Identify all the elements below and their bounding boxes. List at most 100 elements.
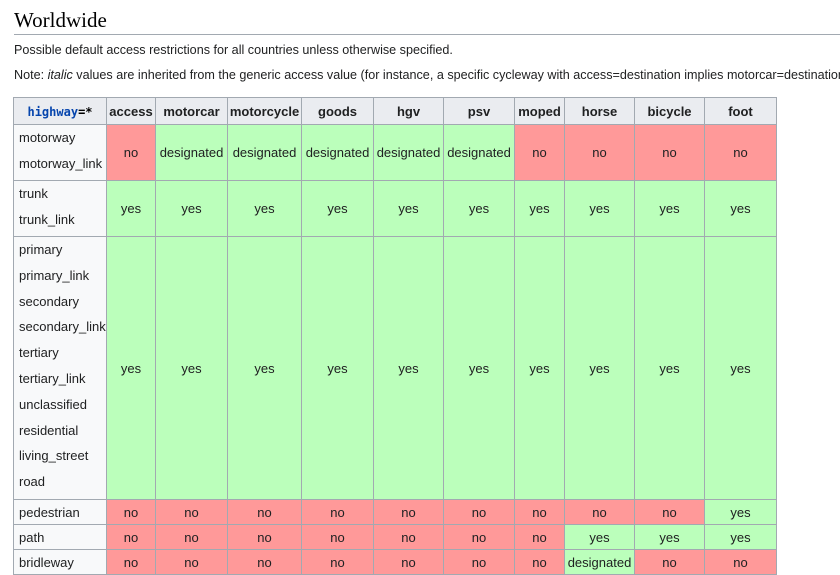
note-italic-word: italic	[47, 68, 73, 82]
cell-horse: no	[564, 499, 635, 525]
highway-value-trunk_link: trunk_link	[19, 211, 75, 227]
cell-access: yes	[106, 236, 156, 500]
cell-psv: yes	[443, 180, 515, 237]
highway-value-primary: primary	[19, 242, 63, 257]
highway-value-path: path	[19, 529, 45, 545]
note-prefix: Note:	[14, 68, 48, 82]
highway-value-tertiary: tertiary	[19, 345, 59, 361]
cell-foot: yes	[704, 499, 777, 525]
cell-motorcycle: designated	[227, 124, 302, 181]
column-header-hgv: hgv	[373, 97, 444, 125]
table-row: trunk trunk_link yes yes yes yes yes yes yes yes y…	[13, 180, 777, 237]
cell-access: yes	[106, 180, 156, 237]
cell-moped: no	[514, 499, 565, 525]
column-header-motorcar: motorcar	[155, 97, 228, 125]
cell-motorcar: no	[155, 499, 228, 525]
cell-horse: designated	[564, 549, 635, 575]
highway-value-secondary: secondary	[19, 293, 79, 309]
highway-value-road: road	[19, 474, 46, 490]
cell-goods: yes	[301, 180, 374, 237]
table-row: primary primary_link secondary secondary_li…	[13, 236, 777, 500]
cell-bicycle: no	[634, 549, 705, 575]
row-header-highways: path	[13, 524, 107, 550]
highway-value-motorway_link: motorway_link	[19, 155, 103, 171]
cell-horse: yes	[564, 180, 635, 237]
cell-goods: no	[301, 499, 374, 525]
row-header-highways: primary primary_link secondary secondary_li…	[13, 236, 107, 500]
cell-bicycle: no	[634, 124, 705, 181]
highway-value-trunk: trunk	[19, 186, 48, 201]
cell-psv: yes	[443, 236, 515, 500]
cell-hgv: designated	[373, 124, 444, 181]
note-body: values are inherited from the generic ac…	[72, 68, 840, 82]
cell-bicycle: yes	[634, 236, 705, 500]
column-header-psv: psv	[443, 97, 515, 125]
highway-value-motorway: motorway	[19, 130, 76, 145]
highway-value-secondary_link: secondary_link	[19, 319, 106, 335]
cell-hgv: no	[373, 499, 444, 525]
cell-horse: yes	[564, 524, 635, 550]
cell-access: no	[106, 524, 156, 550]
cell-moped: yes	[514, 236, 565, 500]
cell-hgv: no	[373, 549, 444, 575]
highway-value-tertiary_link: tertiary_link	[19, 370, 86, 386]
cell-goods: yes	[301, 236, 374, 500]
cell-bicycle: yes	[634, 524, 705, 550]
highway-value-living_street: living_street	[19, 448, 89, 464]
cell-goods: no	[301, 524, 374, 550]
intro-text: Possible default access restrictions for…	[14, 43, 453, 57]
column-header-goods: goods	[301, 97, 374, 125]
row-header-highways: trunk trunk_link	[13, 180, 107, 237]
cell-motorcar: yes	[155, 180, 228, 237]
column-header-horse: horse	[564, 97, 635, 125]
row-header-highways: bridleway	[13, 549, 107, 575]
cell-moped: no	[514, 124, 565, 181]
cell-motorcar: no	[155, 549, 228, 575]
cell-foot: yes	[704, 524, 777, 550]
cell-psv: no	[443, 549, 515, 575]
highway-value-unclassified: unclassified	[19, 396, 87, 412]
column-header-motorcycle: motorcycle	[227, 97, 302, 125]
cell-motorcycle: no	[227, 549, 302, 575]
row-header-highways: pedestrian	[13, 499, 107, 525]
cell-foot: no	[704, 549, 777, 575]
cell-moped: no	[514, 524, 565, 550]
cell-foot: yes	[704, 236, 777, 500]
highway-value-primary_link: primary_link	[19, 267, 90, 283]
cell-horse: yes	[564, 236, 635, 500]
cell-motorcar: designated	[155, 124, 228, 181]
heading-divider	[14, 34, 840, 35]
cell-motorcycle: yes	[227, 236, 302, 500]
highway-value-pedestrian: pedestrian	[19, 504, 80, 520]
cell-moped: no	[514, 549, 565, 575]
cell-foot: yes	[704, 180, 777, 237]
cell-motorcycle: yes	[227, 180, 302, 237]
table-row: pedestrian no no no no no no no no no yes	[13, 499, 777, 525]
highway-value-bridleway: bridleway	[19, 554, 74, 570]
cell-hgv: yes	[373, 236, 444, 500]
cell-moped: yes	[514, 180, 565, 237]
column-header-moped: moped	[514, 97, 565, 125]
column-header-foot: foot	[704, 97, 777, 125]
cell-psv: designated	[443, 124, 515, 181]
cell-psv: no	[443, 499, 515, 525]
note-text: Note: italic values are inherited from t…	[14, 66, 840, 84]
row-header-highways: motorway motorway_link	[13, 124, 107, 181]
cell-goods: no	[301, 549, 374, 575]
table-row: bridleway no no no no no no no designated no no	[13, 549, 777, 575]
highway-key-code[interactable]: highway=*	[27, 104, 93, 119]
cell-motorcycle: no	[227, 524, 302, 550]
cell-access: no	[106, 499, 156, 525]
cell-access: no	[106, 124, 156, 181]
highway-value-residential: residential	[19, 422, 79, 438]
section-heading: Worldwide	[14, 8, 107, 32]
cell-horse: no	[564, 124, 635, 181]
table-row: path no no no no no no no yes yes yes	[13, 524, 777, 550]
column-header-bicycle: bicycle	[634, 97, 705, 125]
table-body: motorway motorway_link no designated designa…	[13, 124, 777, 575]
table-row: motorway motorway_link no designated designa…	[13, 124, 777, 181]
cell-motorcar: yes	[155, 236, 228, 500]
cell-hgv: yes	[373, 180, 444, 237]
cell-motorcar: no	[155, 524, 228, 550]
cell-hgv: no	[373, 524, 444, 550]
